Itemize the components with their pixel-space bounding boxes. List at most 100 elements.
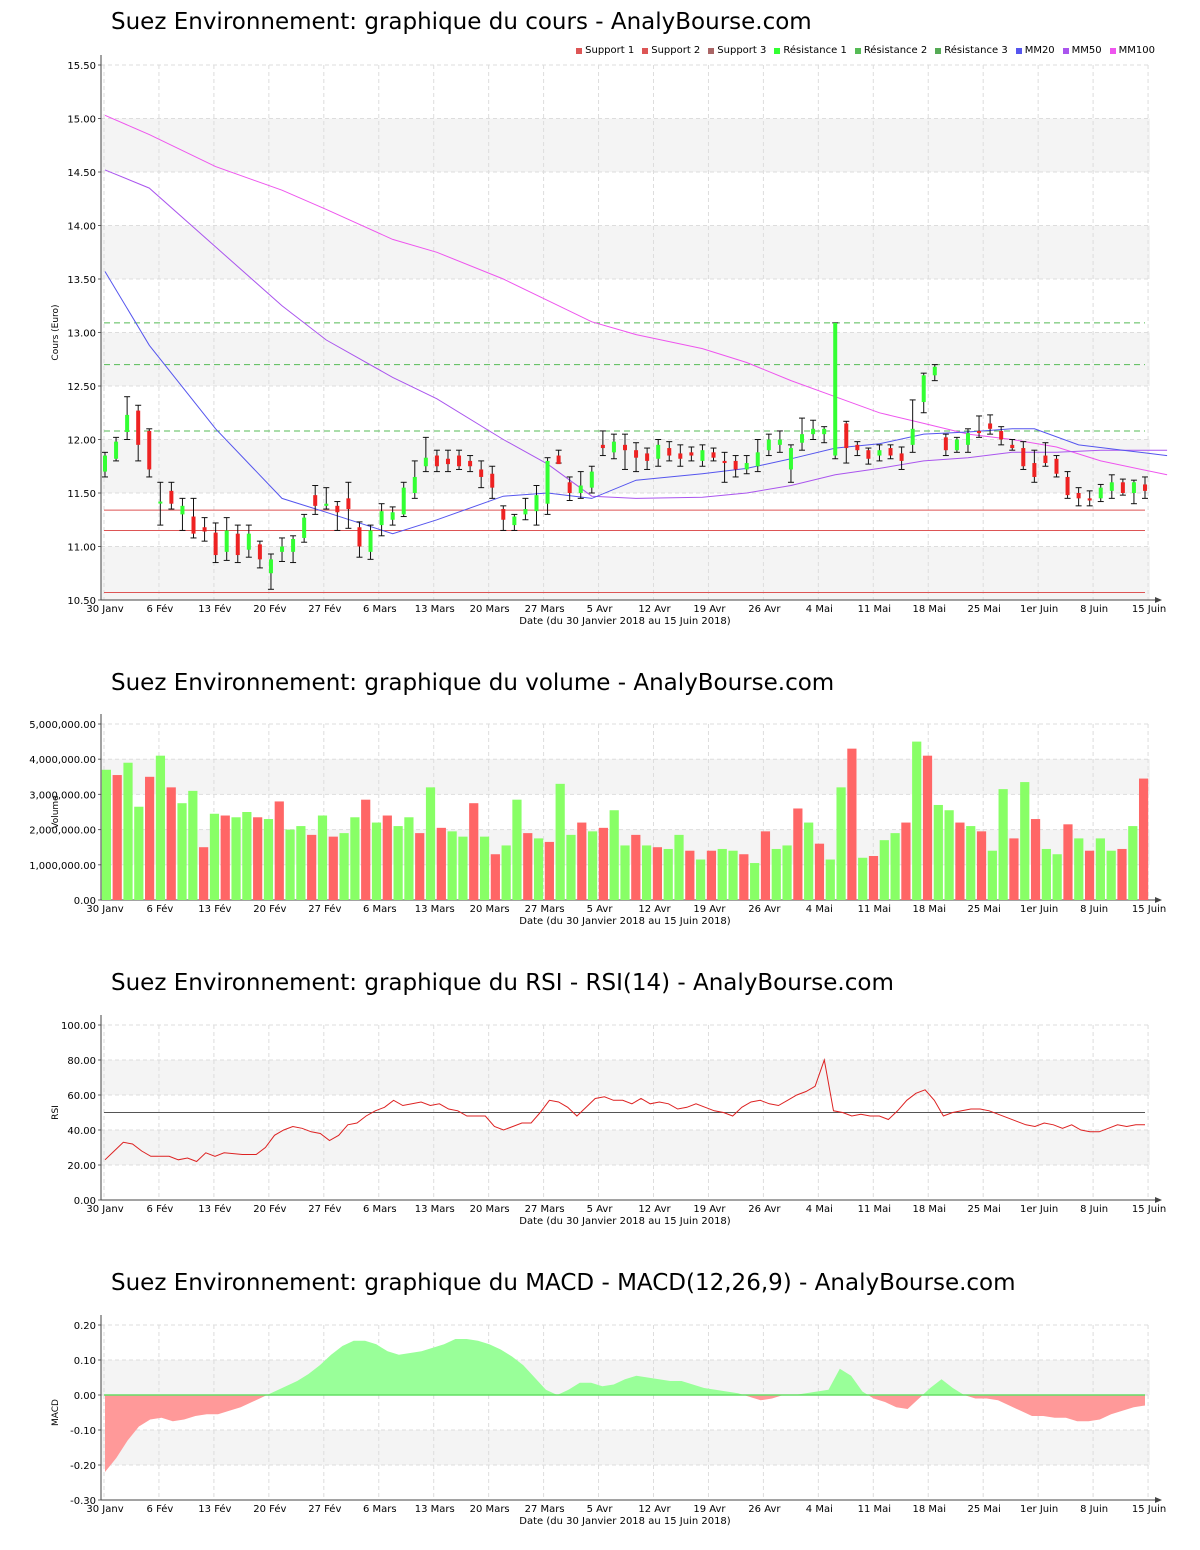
candle-body [589,471,594,488]
candle-body [943,437,948,451]
volume-bar [231,817,241,900]
candle-body [390,512,395,520]
price-x-tick-label: 13 Mars [415,604,455,615]
candle-body [457,455,462,467]
rsi-x-tick-label: 12 Avr [638,1204,671,1215]
candle-body [722,460,727,464]
volume-bar [717,848,727,900]
legend-item: Support 2 [642,45,700,56]
price-y-tick-label: 13.00 [67,329,96,340]
volume-bar [847,748,857,900]
macd-x-axis-label: Date (du 30 Janvier 2018 au 15 Juin 2018… [519,1516,731,1527]
candle-body [877,450,882,456]
volume-bar [177,803,187,900]
legend-label: Support 3 [717,45,767,56]
price-y-tick-label: 13.50 [67,275,96,286]
volume-bar [307,834,317,900]
candle-body [401,487,406,515]
volume-bar [901,822,911,900]
price-band [101,118,1150,172]
candle-body [479,469,484,477]
price-x-tick-label: 26 Avr [748,604,781,615]
candle-body [136,410,141,445]
macd-x-tick-label: 15 Juin [1132,1504,1166,1515]
volume-bar [350,817,360,900]
macd-x-tick-label: 20 Mars [470,1504,510,1515]
volume-y-tick-label: 2,000,000.00 [29,826,96,837]
candle-body [788,448,793,470]
price-x-tick-label: 6 Mars [363,604,397,615]
price-y-tick-label: 14.00 [67,222,96,233]
volume-y-axis-label: Volume [51,795,61,829]
candle-body [766,439,771,451]
macd-negative-area [105,1395,267,1472]
candle-body [169,490,174,504]
candle-body [1043,455,1048,464]
volume-x-tick-label: 6 Fév [147,903,174,915]
volume-bar [933,804,943,900]
volume-bar [1117,848,1127,900]
candle-body [689,452,694,456]
volume-x-tick-label: 5 Avr [587,904,614,915]
macd-x-tick-label: 25 Mai [967,1504,1000,1515]
price-x-tick-label: 30 Janv [86,604,123,615]
macd-y-axis-label: MACD [51,1399,61,1426]
volume-bar [166,787,176,900]
volume-x-axis-arrow [1155,897,1162,903]
candle-body [623,444,627,451]
volume-x-tick-label: 6 Mars [363,904,397,915]
candle-body [434,455,439,467]
price-x-tick-label: 13 Fév [198,603,231,615]
rsi-y-tick-label: 20.00 [67,1161,96,1172]
candle-body [667,448,672,456]
rsi-x-tick-label: 1er Juin [1020,1204,1058,1215]
macd-x-tick-label: 6 Mars [363,1504,397,1515]
rsi-x-tick-label: 8 Juin [1080,1204,1108,1215]
price-x-tick-label: 27 Mars [525,604,565,615]
legend-swatch [1109,47,1116,54]
candle-body [1054,458,1059,474]
candle-body [501,509,506,520]
volume-x-axis-label: Date (du 30 Janvier 2018 au 15 Juin 2018… [519,916,731,927]
candle-body [191,516,196,534]
price-band [101,225,1150,279]
candle-body [335,505,340,513]
volume-bar [771,848,781,900]
candle-body [988,423,993,429]
volume-bar [663,848,673,900]
volume-bar [490,854,500,900]
volume-bar [1138,778,1149,900]
price-y-tick-label: 10.50 [67,596,96,607]
volume-x-tick-label: 18 Mai [913,904,946,915]
volume-x-tick-label: 30 Janv [86,904,123,915]
macd-x-tick-label: 13 Fév [198,1503,231,1515]
volume-bar [868,856,879,900]
rsi-x-tick-label: 19 Avr [693,1204,726,1215]
price-x-tick-label: 12 Avr [638,604,671,615]
candle-body [125,414,130,433]
macd-x-tick-label: 4 Mai [806,1504,833,1515]
candle-body [1010,444,1015,449]
rsi-x-tick-label: 20 Mars [470,1204,510,1215]
candle-body [977,430,982,434]
legend-label: MM20 [1024,45,1055,56]
macd-y-tick-label: -0.10 [70,1426,96,1437]
volume-bar [631,834,641,900]
macd-chart: -0.30 -0.20 -0.10 0.00 0.10 0.20 30 Janv 6 Fév 1… [51,1315,1166,1527]
volume-bar [825,859,835,900]
price-x-tick-label: 6 Fév [147,603,174,615]
rsi-x-tick-label: 5 Avr [587,1204,614,1215]
price-x-tick-label: 27 Fév [308,603,341,615]
candle-body [1143,484,1147,491]
candle-body [512,516,517,526]
legend-label: MM50 [1071,45,1102,56]
legend-swatch [576,47,583,54]
volume-bar [814,843,825,900]
candle-body [379,511,384,526]
macd-negative-area [964,1395,1145,1422]
volume-bar [1030,819,1041,900]
rsi-y-tick-label: 0.00 [74,1196,96,1207]
volume-bar [415,833,425,900]
volume-bar [1106,850,1116,900]
volume-bar [220,815,230,900]
